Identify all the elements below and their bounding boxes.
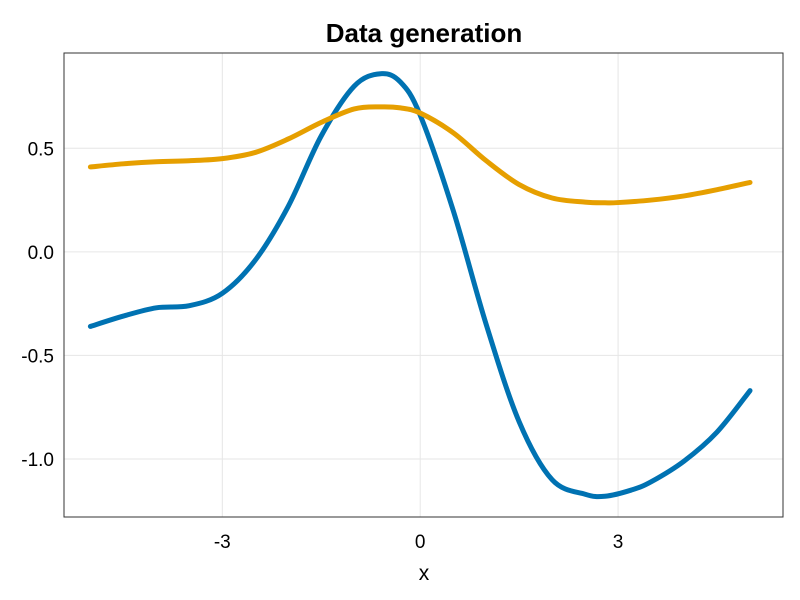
chart-title: Data generation <box>326 18 523 48</box>
y-tick-label: -0.5 <box>21 346 54 367</box>
x-axis-label: x <box>419 562 430 585</box>
y-tick-label: 0.0 <box>28 243 54 264</box>
data-series <box>87 71 753 500</box>
x-tick-label: -3 <box>214 532 231 553</box>
series-line-1 <box>87 71 753 500</box>
plot-frame <box>63 52 784 518</box>
grid-lines <box>64 53 783 517</box>
y-ticks: 0.5 0.0 -0.5 -1.0 <box>21 139 54 471</box>
y-tick-label: 0.5 <box>28 139 54 160</box>
y-tick-label: -1.0 <box>21 450 54 471</box>
series-line-2 <box>87 104 753 206</box>
x-tick-label: 0 <box>415 532 426 553</box>
x-ticks: -3 0 3 <box>214 532 624 553</box>
x-tick-label: 3 <box>613 532 624 553</box>
